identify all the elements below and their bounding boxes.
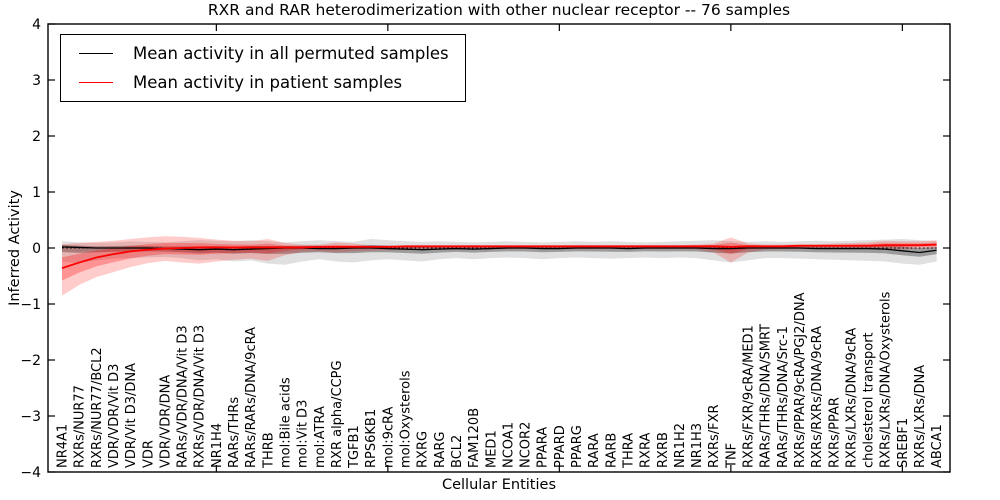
y-tick-label: 2 [32,129,41,145]
x-category-label: RARs/THRs/DNA/Src-1 [776,326,791,468]
legend-item-permuted: Mean activity in all permuted samples [71,44,449,63]
x-category-label: RXRB [656,432,671,468]
x-category-label: VDR [141,440,156,468]
x-category-label: RXRs/NUR77 [73,385,88,468]
x-category-label: RXRs/LXRs/DNA [913,365,928,468]
x-category-label: RARG [433,431,448,468]
x-category-label: mol:9cRA [381,406,396,468]
x-category-label: TNF [724,443,739,469]
x-category-label: RXRG [416,431,431,468]
x-category-label: RXRs/VDR/DNA/Vit D3 [193,325,208,468]
x-category-label: RXRs/FXR [707,404,722,468]
x-category-label: RARs/THRs [227,397,242,468]
x-category-label: TGFB1 [347,425,362,469]
x-category-label: RARA [587,433,602,468]
x-category-label: RXRs/LXRs/DNA/9cRA [844,328,859,468]
x-category-label: RXRs/PPAR [827,397,842,468]
x-category-label: FAM120B [467,408,482,468]
x-category-label: THRA [621,433,636,469]
x-category-label: RARs/VDR/DNA/Vit D3 [176,325,191,468]
x-category-label: ABCA1 [930,424,945,468]
legend-label-patient: Mean activity in patient samples [133,73,403,92]
y-tick-label: 4 [32,17,41,33]
x-category-label: RXRs/FXR/9cRA/MED1 [742,325,757,468]
x-category-label: NCOR2 [519,422,534,468]
x-category-label: mol:Vit D3 [296,400,311,468]
permuted-band-outer [62,239,937,265]
x-category-label: RXR alpha/CCPG [330,360,345,468]
x-category-label: RXRs/LXRs/DNA/Oxysterols [879,291,894,468]
patient-band-outer [62,236,937,296]
y-tick-label: 0 [32,241,41,257]
y-tick-label: −2 [20,353,41,369]
x-category-label: RXRs/PPAR/9cRA/PGJ2/DNA [793,292,808,468]
y-tick-label: −4 [20,465,41,481]
x-category-label: RPS6KB1 [364,409,379,468]
x-category-label: VDR/Vit D3/DNA [124,363,139,468]
x-axis-label: Cellular Entities [441,477,557,493]
x-category-label: RXRs/RXRs/DNA/9cRA [810,326,825,468]
x-category-label: RARs/RARs/DNA/9cRA [244,327,259,468]
x-category-label: RARB [604,433,619,468]
x-category-label: mol:Oxysterols [399,370,414,468]
legend-box: Mean activity in all permuted samples Me… [60,34,466,102]
x-category-label: NR4A1 [56,424,71,468]
x-category-label: RARs/THRs/DNA/SMRT [759,324,774,468]
x-category-label: PPARD [553,425,568,468]
y-tick-label: 3 [32,73,41,89]
y-axis-label: Inferred Activity [7,190,23,306]
x-category-label: BCL2 [450,435,465,468]
x-category-label: NR1H3 [690,423,705,468]
legend-label-permuted: Mean activity in all permuted samples [133,44,449,63]
x-category-label: cholesterol transport [862,332,877,468]
x-category-label: NR1H4 [210,423,225,468]
x-category-label: PPARA [536,427,551,468]
x-category-label: PPARG [570,425,585,468]
x-category-label: RXRs/NUR77/BCL2 [90,347,105,468]
x-category-label: NR1H2 [673,423,688,468]
chart-title: RXR and RAR heterodimerization with othe… [207,1,791,19]
x-category-label: mol:Bile acids [278,377,293,468]
permuted-line-swatch [79,53,113,54]
x-category-label: THRB [261,432,276,469]
x-category-label: VDR/VDR/Vit D3 [107,364,122,468]
x-category-label: SREBF1 [896,418,911,468]
x-category-label: RXRA [639,433,654,468]
permuted-mean-line [61,246,937,254]
legend-item-patient: Mean activity in patient samples [71,73,449,92]
patient-line-swatch [79,82,113,83]
y-tick-label: 1 [32,185,41,201]
y-tick-label: −1 [20,297,41,313]
x-category-label: MED1 [484,430,499,468]
patient-mean-line [61,243,937,270]
x-category-label: VDR/VDR/DNA [158,375,173,468]
y-tick-label: −3 [20,409,41,425]
x-category-label: mol:ATRA [313,406,328,468]
x-category-label: NCOA1 [501,422,516,468]
